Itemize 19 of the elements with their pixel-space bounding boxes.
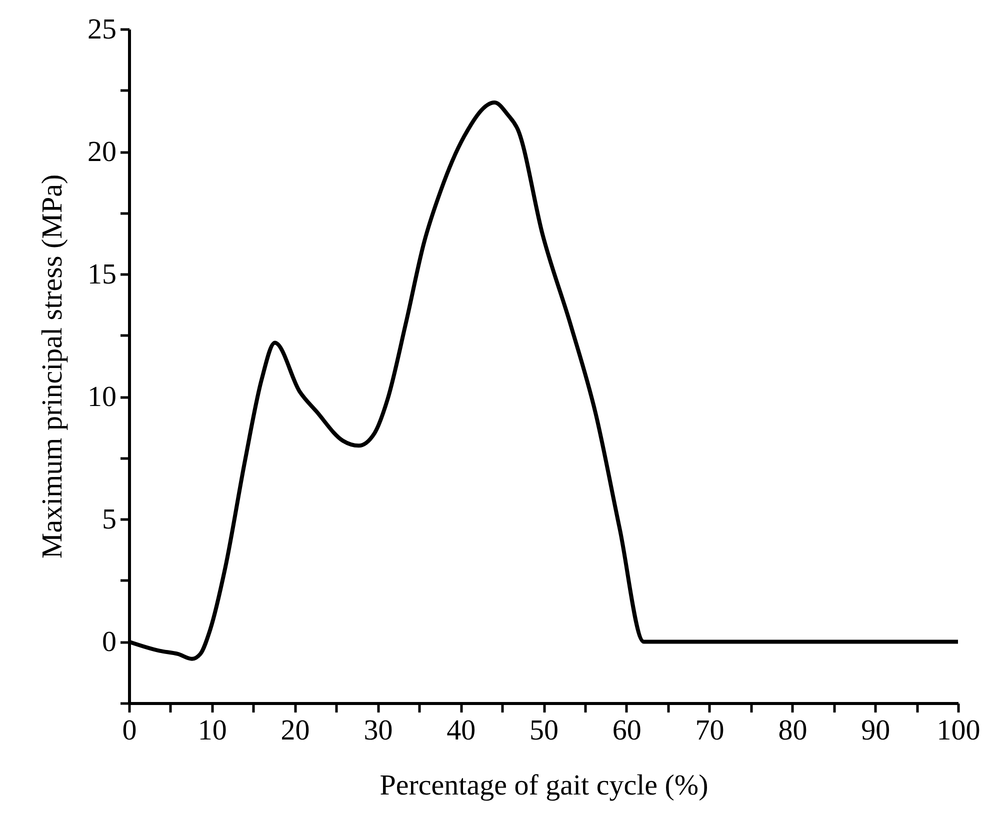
y-tick-label: 25 xyxy=(88,14,116,46)
x-tick-label: 90 xyxy=(861,714,890,746)
x-tick-label: 70 xyxy=(695,714,724,746)
x-tick-label: 60 xyxy=(612,714,642,746)
x-tick-label: 30 xyxy=(364,714,393,746)
y-tick-label: 0 xyxy=(102,626,116,658)
x-axis-title: Percentage of gait cycle (%) xyxy=(380,770,708,802)
y-tick-label: 10 xyxy=(88,381,116,414)
x-tick-label: 80 xyxy=(778,714,808,746)
x-tick-label: 10 xyxy=(198,714,227,746)
y-axis-title: Maximum principal stress (MPa) xyxy=(36,174,68,559)
y-tick-label: 15 xyxy=(88,258,116,291)
x-tick-label: 20 xyxy=(280,714,310,746)
x-tick-label: 50 xyxy=(530,714,558,746)
y-tick-label: 20 xyxy=(88,136,116,168)
x-tick-label: 40 xyxy=(446,714,476,746)
y-tick-label: 5 xyxy=(102,504,116,536)
x-tick-label: 100 xyxy=(936,714,980,746)
x-tick-label: 0 xyxy=(122,714,137,746)
